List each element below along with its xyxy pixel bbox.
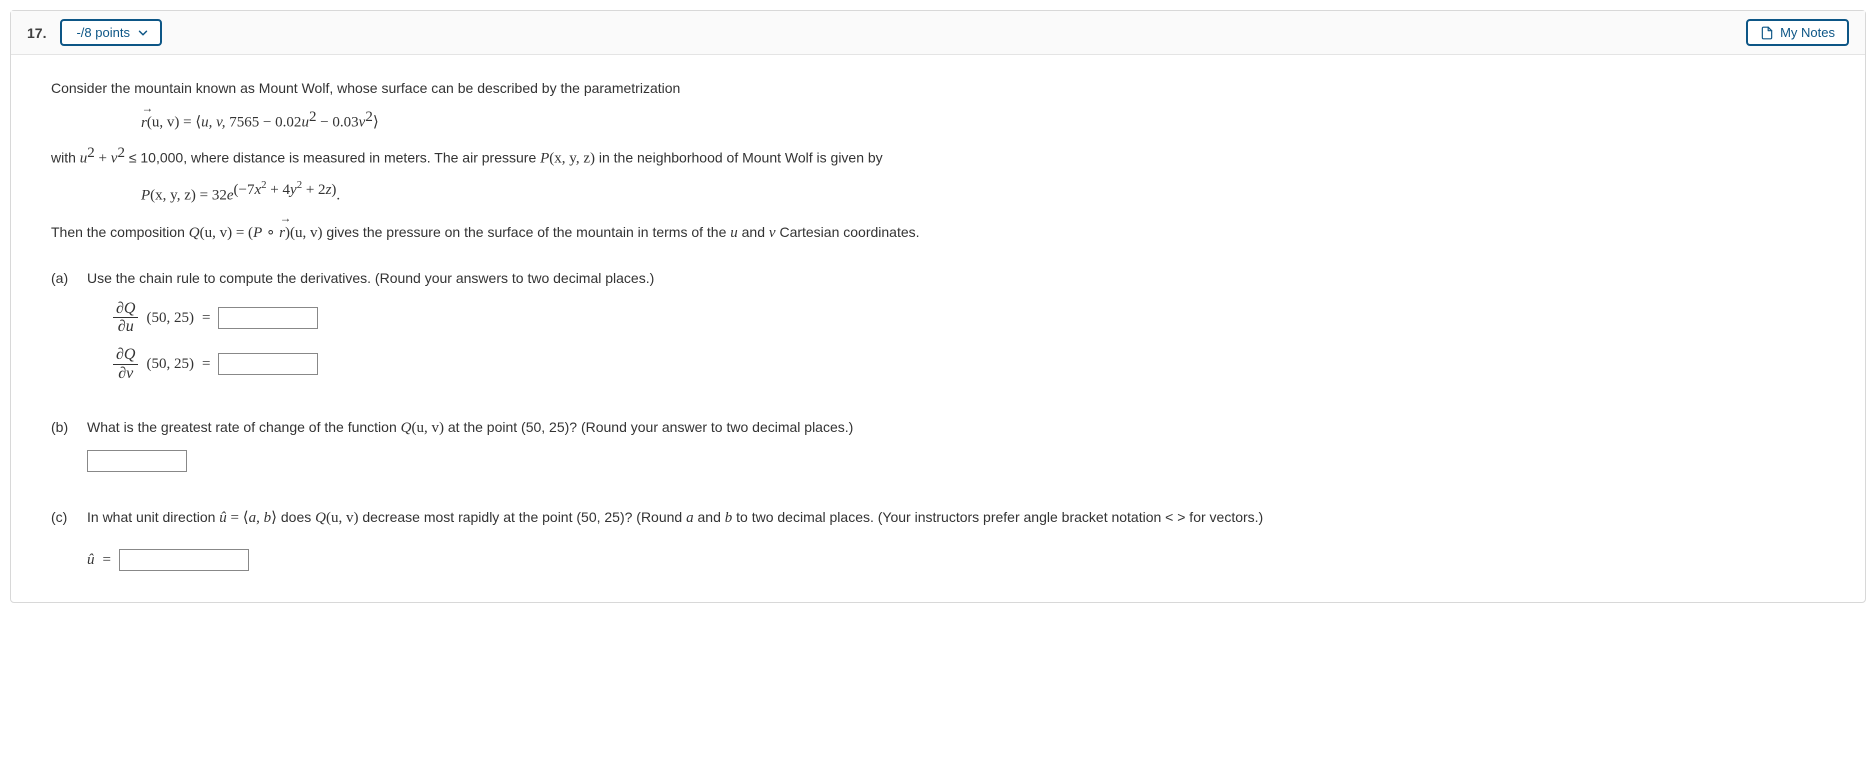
dq-dv-fraction: ∂Q ∂v xyxy=(113,346,138,382)
parts-list: (a) Use the chain rule to compute the de… xyxy=(51,267,1825,572)
question-header: 17. -/8 points My Notes xyxy=(11,11,1865,55)
my-notes-button[interactable]: My Notes xyxy=(1746,19,1849,46)
part-a: (a) Use the chain rule to compute the de… xyxy=(51,267,1825,382)
answer-input-dq-dv[interactable] xyxy=(218,353,318,375)
part-a-content: Use the chain rule to compute the deriva… xyxy=(87,267,1825,382)
part-a-prompt: Use the chain rule to compute the deriva… xyxy=(87,267,1825,289)
part-b-prompt: What is the greatest rate of change of t… xyxy=(87,416,1825,440)
part-b: (b) What is the greatest rate of change … xyxy=(51,416,1825,472)
part-c: (c) In what unit direction û = ⟨a, b⟩ do… xyxy=(51,506,1825,572)
points-label: -/8 points xyxy=(76,25,129,40)
question-body: Consider the mountain known as Mount Wol… xyxy=(11,55,1865,602)
chevron-down-icon xyxy=(136,26,150,40)
answer-input-rate[interactable] xyxy=(87,450,187,472)
my-notes-label: My Notes xyxy=(1780,25,1835,40)
answer-input-dq-du[interactable] xyxy=(218,307,318,329)
part-c-content: In what unit direction û = ⟨a, b⟩ does Q… xyxy=(87,506,1825,572)
part-a-answer-du: ∂Q ∂u (50, 25) = xyxy=(113,300,1825,336)
part-b-content: What is the greatest rate of change of t… xyxy=(87,416,1825,472)
equation-p: P(x, y, z) = 32e(−7x2 + 4y2 + 2z). xyxy=(141,177,1825,208)
part-b-answer xyxy=(87,450,1825,472)
part-a-label: (a) xyxy=(51,267,73,382)
intro-line-2: with u2 + v2 ≤ 10,000, where distance is… xyxy=(51,141,1825,171)
intro-line-1: Consider the mountain known as Mount Wol… xyxy=(51,77,1825,99)
answer-input-direction[interactable] xyxy=(119,549,249,571)
question-container: 17. -/8 points My Notes Consider the mou… xyxy=(10,10,1866,603)
intro-line-3: Then the composition Q(u, v) = (P ∘ r)(u… xyxy=(51,221,1825,245)
part-c-answer: û = xyxy=(87,548,1825,572)
part-c-prompt: In what unit direction û = ⟨a, b⟩ does Q… xyxy=(87,506,1825,530)
header-left: 17. -/8 points xyxy=(27,19,162,46)
u-hat-label: û xyxy=(87,548,95,572)
points-dropdown[interactable]: -/8 points xyxy=(60,19,161,46)
dq-du-fraction: ∂Q ∂u xyxy=(113,300,138,336)
equation-r: r(u, v) = ⟨u, v, 7565 − 0.02u2 − 0.03v2⟩ xyxy=(141,105,1825,135)
part-a-answer-dv: ∂Q ∂v (50, 25) = xyxy=(113,346,1825,382)
part-b-label: (b) xyxy=(51,416,73,472)
notes-icon xyxy=(1760,26,1774,40)
question-number: 17. xyxy=(27,25,46,41)
part-c-label: (c) xyxy=(51,506,73,572)
